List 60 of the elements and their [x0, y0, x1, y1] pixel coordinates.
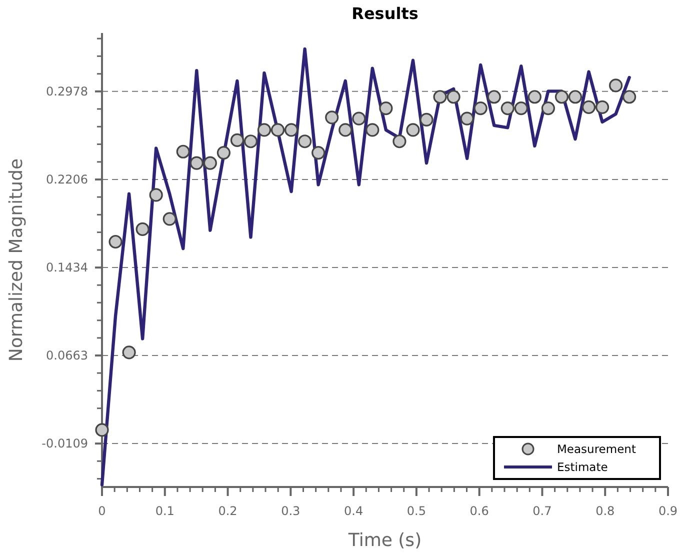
point: [244, 134, 258, 148]
x-tick-label: 0.7: [532, 504, 552, 518]
point: [595, 100, 610, 114]
y-tick-label: 0.2206: [46, 172, 88, 186]
point: [568, 90, 582, 104]
point: [622, 90, 636, 104]
x-tick-label: 0.2: [218, 504, 238, 518]
point: [500, 101, 514, 116]
point: [528, 90, 542, 104]
point: [474, 101, 488, 116]
point: [230, 133, 244, 148]
point: [541, 101, 555, 116]
point: [609, 78, 623, 92]
x-axis-title: Time (s): [347, 530, 422, 551]
point: [216, 146, 230, 160]
point: [366, 123, 380, 137]
x-tick-label: 0: [98, 504, 106, 518]
point: [298, 134, 312, 148]
chart-title: Results: [352, 4, 418, 23]
x-tick-label: 0.9: [658, 504, 678, 518]
point: [338, 123, 352, 137]
point: [406, 123, 420, 137]
point: [379, 101, 393, 116]
x-tick-label: 0.3: [281, 504, 300, 518]
x-tick-label: 0.8: [596, 504, 615, 518]
point: [460, 112, 474, 126]
y-tick-label: 0.2978: [46, 84, 88, 98]
point: [136, 222, 150, 236]
y-axis-title: Normalized Magnitude: [6, 158, 27, 362]
point: [270, 123, 285, 137]
y-tick-label: -0.0109: [42, 436, 88, 451]
point: [122, 346, 136, 360]
point: [162, 212, 176, 226]
point: [149, 188, 163, 202]
x-tick-label: 0.6: [470, 504, 489, 518]
point: [312, 146, 326, 160]
point: [203, 156, 217, 170]
legend-label: Estimate: [557, 460, 608, 474]
y-tick-label: 0.0663: [46, 348, 88, 362]
point: [284, 123, 298, 137]
y-tick-label: 0.1434: [46, 260, 88, 275]
point: [433, 90, 447, 104]
legend-label: Measurement: [557, 442, 636, 456]
point: [420, 112, 434, 126]
point: [325, 110, 339, 124]
point: [190, 156, 204, 170]
x-tick-label: 0.5: [406, 504, 426, 518]
point: [108, 234, 122, 249]
x-tick-label: 0.4: [344, 504, 364, 518]
point: [392, 134, 406, 148]
point: [446, 90, 460, 104]
point: [352, 112, 366, 126]
point: [554, 90, 569, 104]
point: [95, 423, 109, 437]
point: [582, 100, 596, 114]
point: [176, 144, 190, 158]
x-tick-label: 0.1: [155, 504, 174, 518]
point: [487, 90, 501, 104]
point: [514, 101, 528, 116]
point: [257, 123, 272, 137]
